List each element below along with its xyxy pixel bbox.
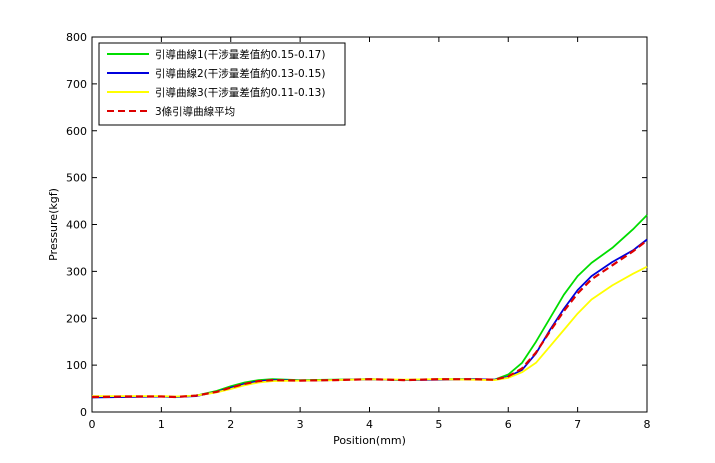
x-axis-label: Position(mm) bbox=[333, 434, 406, 447]
y-tick-label: 300 bbox=[66, 265, 87, 278]
y-tick-label: 100 bbox=[66, 359, 87, 372]
y-tick-label: 600 bbox=[66, 125, 87, 138]
x-tick-label: 7 bbox=[574, 418, 581, 431]
x-tick-label: 4 bbox=[366, 418, 373, 431]
legend-label: 引導曲線2(干涉量差值約0.13-0.15) bbox=[155, 67, 325, 80]
x-tick-label: 1 bbox=[158, 418, 165, 431]
x-tick-label: 3 bbox=[297, 418, 304, 431]
y-tick-label: 200 bbox=[66, 312, 87, 325]
y-tick-label: 700 bbox=[66, 78, 87, 91]
axis-ticks: 0 1 2 3 4 5 6 7 8 0 100 200 300 400 500 600 700 800 bbox=[66, 31, 651, 431]
x-tick-label: 0 bbox=[89, 418, 96, 431]
y-tick-label: 500 bbox=[66, 172, 87, 185]
x-tick-label: 8 bbox=[644, 418, 651, 431]
legend-label: 3條引導曲線平均 bbox=[155, 105, 235, 118]
legend: 引導曲線1(干涉量差值約0.15-0.17) 引導曲線2(干涉量差值約0.13-0… bbox=[98, 42, 346, 126]
legend-label: 引導曲線3(干涉量差值約0.11-0.13) bbox=[155, 86, 325, 99]
y-tick-label: 400 bbox=[66, 219, 87, 232]
x-tick-label: 5 bbox=[435, 418, 442, 431]
y-tick-label: 800 bbox=[66, 31, 87, 44]
x-tick-label: 2 bbox=[227, 418, 234, 431]
series-layer bbox=[91, 214, 648, 399]
series-line-4 bbox=[91, 239, 648, 399]
y-axis-label: Pressure(kgf) bbox=[47, 188, 60, 261]
x-tick-label: 6 bbox=[505, 418, 512, 431]
y-tick-label: 0 bbox=[80, 406, 87, 419]
legend-label: 引導曲線1(干涉量差值約0.15-0.17) bbox=[155, 48, 325, 61]
